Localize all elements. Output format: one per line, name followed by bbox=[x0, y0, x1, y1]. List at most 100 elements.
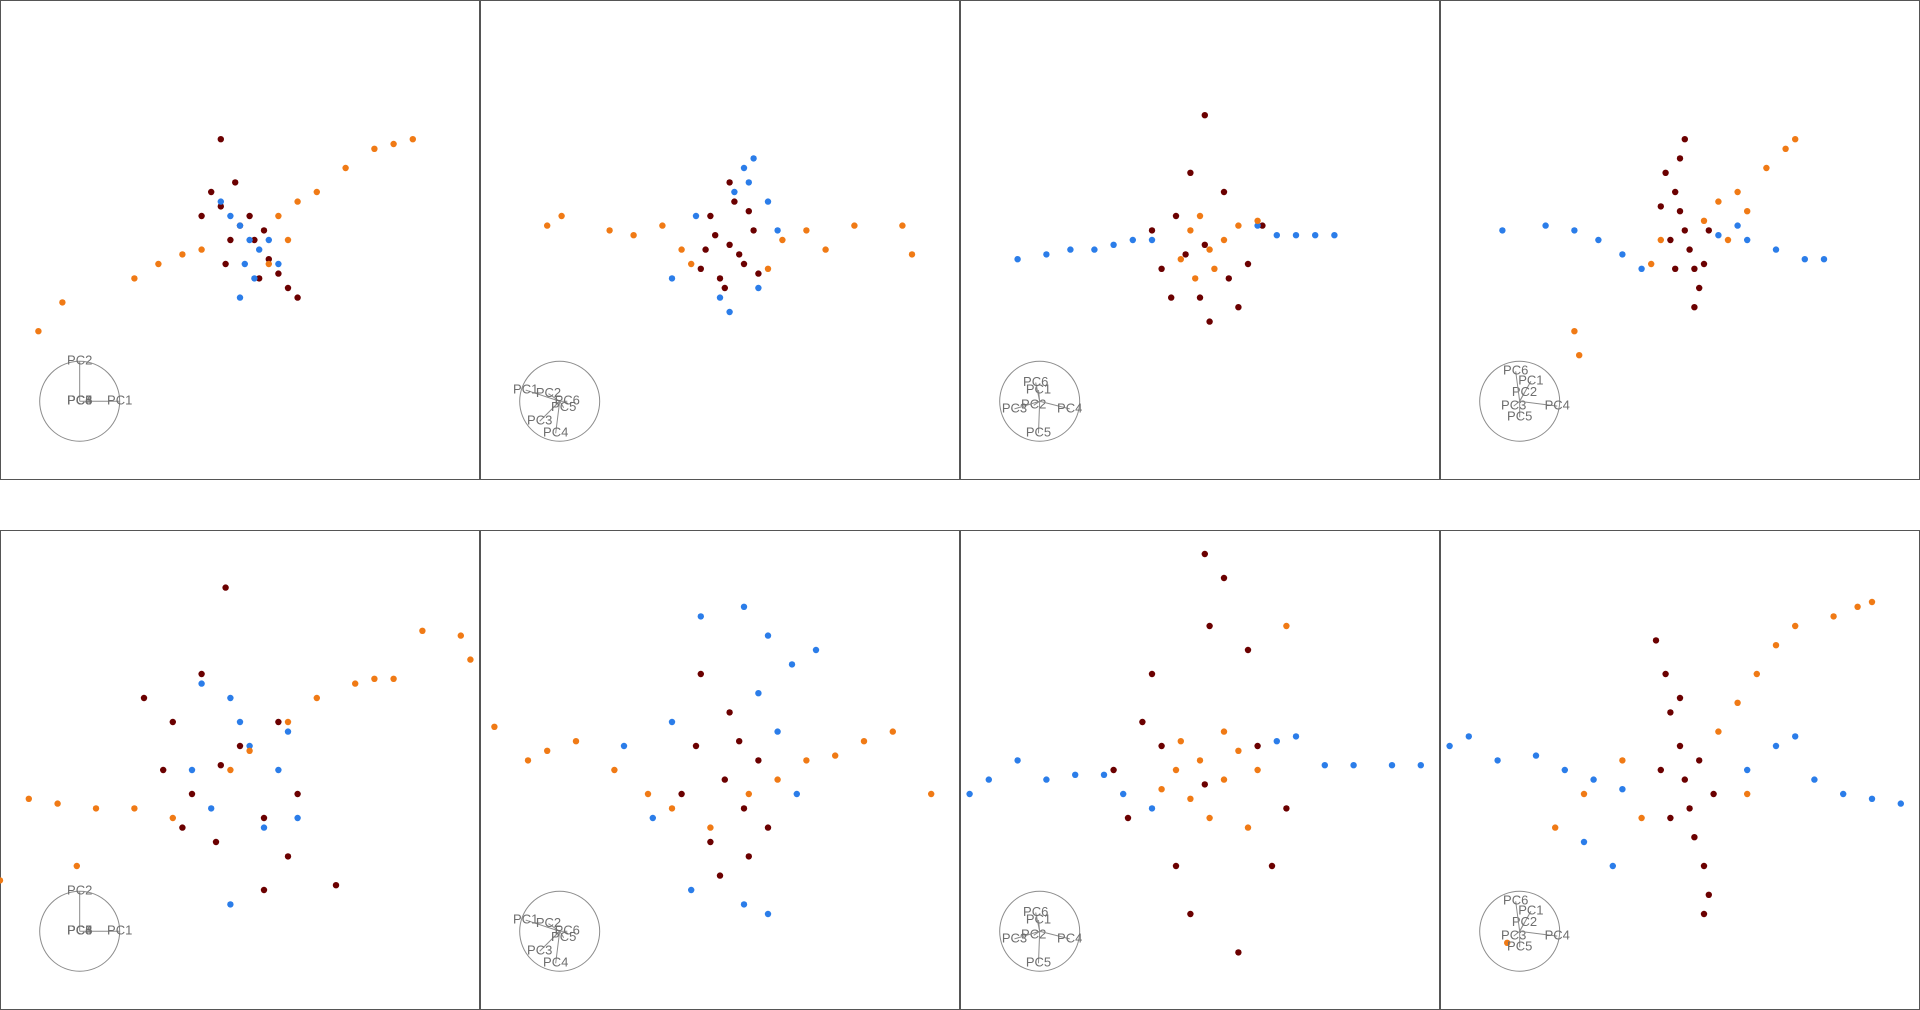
point bbox=[179, 251, 186, 258]
point bbox=[294, 198, 301, 205]
point bbox=[332, 882, 340, 889]
point bbox=[764, 632, 772, 639]
point bbox=[59, 299, 66, 306]
point bbox=[1830, 613, 1837, 620]
point bbox=[1648, 260, 1655, 268]
point bbox=[1854, 603, 1861, 610]
point bbox=[1148, 805, 1156, 812]
point bbox=[1172, 212, 1180, 220]
point bbox=[740, 603, 748, 610]
point bbox=[1772, 642, 1780, 649]
point bbox=[352, 680, 359, 687]
point bbox=[697, 613, 704, 620]
biplot-label: PC1 bbox=[1026, 382, 1051, 397]
point bbox=[222, 584, 229, 591]
biplot-axis bbox=[525, 919, 560, 932]
point bbox=[1672, 188, 1679, 196]
biplot-axis bbox=[1014, 930, 1040, 940]
point bbox=[1196, 212, 1204, 220]
point bbox=[1499, 227, 1506, 234]
point bbox=[1662, 670, 1669, 678]
point bbox=[54, 800, 61, 807]
point bbox=[1187, 169, 1194, 176]
point bbox=[544, 222, 551, 229]
point bbox=[1220, 574, 1228, 582]
point bbox=[275, 212, 282, 220]
point bbox=[1206, 318, 1213, 325]
point bbox=[1220, 236, 1228, 244]
point bbox=[1139, 718, 1146, 726]
point bbox=[707, 212, 714, 220]
point bbox=[678, 790, 685, 798]
biplot-axis bbox=[548, 393, 560, 402]
point bbox=[812, 646, 820, 654]
point bbox=[692, 742, 700, 750]
point bbox=[1638, 265, 1645, 272]
point bbox=[740, 260, 748, 268]
point bbox=[1187, 910, 1194, 918]
point bbox=[1014, 757, 1021, 764]
point bbox=[260, 886, 268, 894]
point bbox=[755, 270, 762, 277]
biplot-axis bbox=[559, 401, 565, 408]
point bbox=[208, 188, 215, 196]
point bbox=[668, 805, 676, 812]
biplot-axis bbox=[539, 930, 561, 952]
point bbox=[457, 632, 464, 639]
point bbox=[1715, 198, 1722, 205]
point bbox=[1211, 265, 1218, 272]
point bbox=[1744, 236, 1751, 244]
biplot-label: PC5 bbox=[67, 393, 92, 408]
point bbox=[246, 236, 253, 244]
biplot-axis bbox=[1014, 400, 1040, 410]
point bbox=[1177, 738, 1184, 745]
point bbox=[716, 872, 724, 879]
points bbox=[491, 603, 935, 918]
point bbox=[1072, 771, 1079, 778]
point bbox=[1417, 762, 1424, 769]
point bbox=[726, 709, 733, 716]
point bbox=[1273, 232, 1280, 239]
biplot-axis bbox=[1035, 912, 1041, 932]
point bbox=[1744, 208, 1751, 215]
point bbox=[1619, 757, 1626, 764]
point bbox=[1782, 145, 1789, 152]
point bbox=[1676, 694, 1684, 702]
point bbox=[275, 270, 282, 277]
point bbox=[688, 886, 695, 894]
point bbox=[1225, 275, 1232, 282]
point bbox=[1590, 776, 1597, 783]
panel-frame bbox=[480, 530, 960, 1010]
point bbox=[246, 212, 253, 220]
point bbox=[1043, 776, 1050, 783]
point bbox=[788, 661, 796, 668]
point bbox=[721, 776, 728, 783]
point bbox=[1792, 136, 1799, 143]
biplot-axis bbox=[1039, 930, 1070, 940]
biplot-axis bbox=[548, 923, 560, 932]
point bbox=[1312, 232, 1319, 239]
biplot-label: PC4 bbox=[1057, 930, 1082, 945]
biplot-axis bbox=[1513, 930, 1520, 937]
biplot-axis bbox=[1519, 392, 1525, 402]
point bbox=[764, 198, 772, 205]
point bbox=[1595, 236, 1602, 244]
point bbox=[1792, 622, 1799, 630]
point bbox=[1235, 747, 1242, 754]
point bbox=[1571, 227, 1578, 234]
point bbox=[774, 728, 781, 735]
point bbox=[606, 227, 613, 234]
point bbox=[985, 776, 992, 783]
point bbox=[745, 853, 752, 860]
point bbox=[1254, 766, 1261, 774]
point bbox=[1235, 304, 1242, 311]
biplot-label: PC2 bbox=[67, 353, 92, 368]
biplot-label: PC6 bbox=[1503, 893, 1528, 908]
point bbox=[198, 680, 205, 687]
point bbox=[1868, 795, 1876, 802]
point bbox=[256, 275, 263, 282]
point bbox=[1820, 256, 1828, 263]
